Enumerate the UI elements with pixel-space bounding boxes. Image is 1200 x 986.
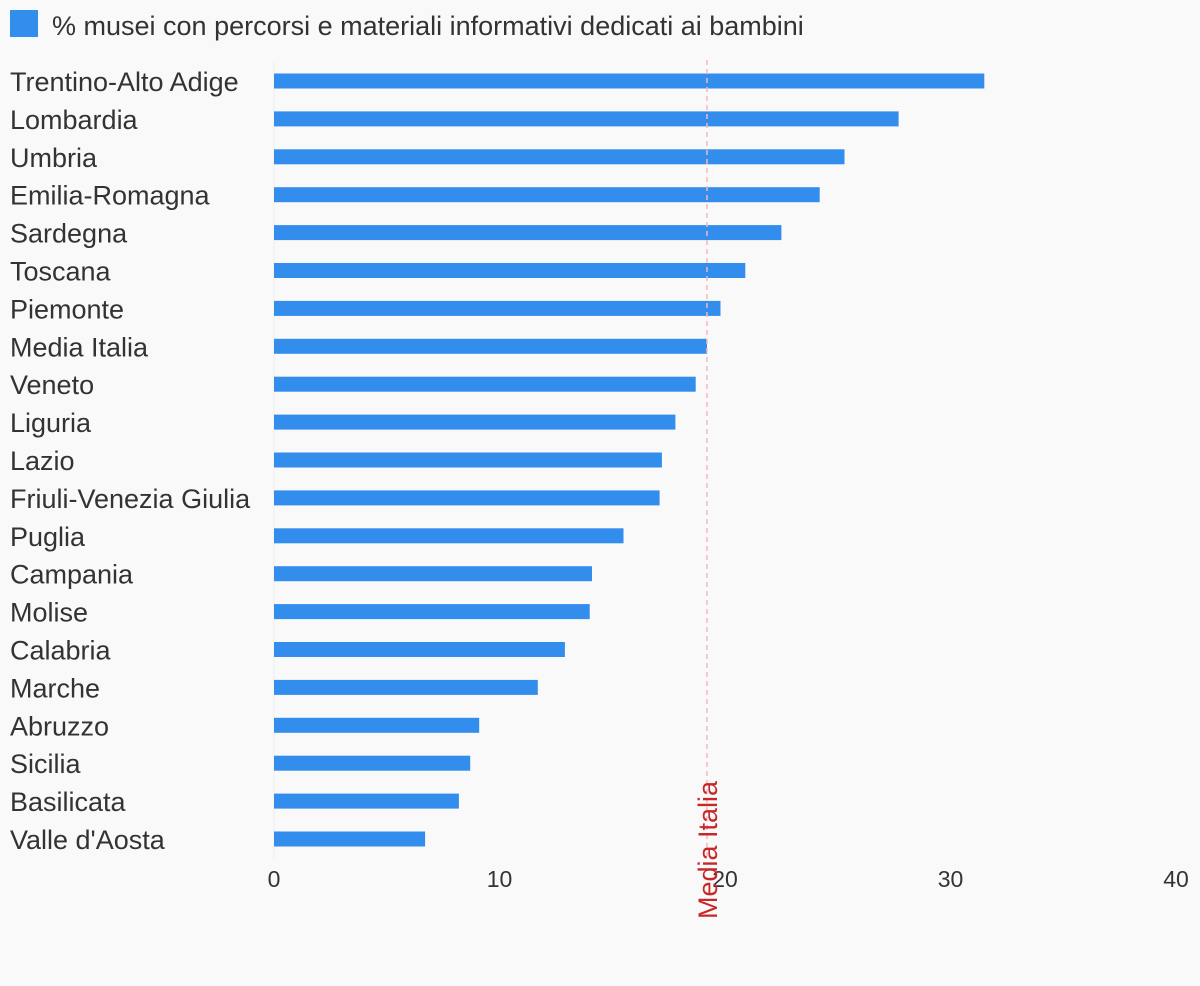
- category-label: Lazio: [10, 446, 75, 476]
- bar: [274, 338, 707, 354]
- category-label: Abruzzo: [10, 711, 109, 741]
- category-label: Trentino-Alto Adige: [10, 67, 239, 97]
- x-tick-label: 40: [1163, 866, 1189, 892]
- bar: [274, 793, 459, 809]
- category-label: Valle d'Aosta: [10, 825, 166, 855]
- category-label: Toscana: [10, 257, 112, 287]
- bar: [274, 679, 538, 695]
- x-tick-label: 30: [938, 866, 964, 892]
- category-label: Emilia-Romagna: [10, 181, 211, 211]
- category-label: Friuli-Venezia Giulia: [10, 484, 251, 514]
- category-label: Piemonte: [10, 294, 124, 324]
- bar: [274, 149, 845, 165]
- x-tick-label: 10: [487, 866, 513, 892]
- category-label: Sardegna: [10, 219, 128, 249]
- category-label: Umbria: [10, 143, 98, 173]
- legend-label: % musei con percorsi e materiali informa…: [52, 11, 804, 41]
- bar: [274, 376, 696, 392]
- category-label: Molise: [10, 598, 88, 628]
- bar: [274, 300, 721, 316]
- category-label: Basilicata: [10, 787, 127, 817]
- bar: [274, 566, 592, 582]
- bar: [274, 225, 782, 241]
- bar: [274, 490, 660, 506]
- x-tick-label: 0: [268, 866, 281, 892]
- bar: [274, 111, 899, 127]
- bar: [274, 604, 590, 620]
- category-label: Lombardia: [10, 105, 139, 135]
- bar: [274, 717, 480, 733]
- category-label: Sicilia: [10, 749, 82, 779]
- category-label: Puglia: [10, 522, 86, 552]
- bar: [274, 187, 820, 203]
- bar: [274, 831, 426, 847]
- bar: [274, 528, 624, 544]
- category-label: Liguria: [10, 408, 92, 438]
- category-label: Marche: [10, 673, 100, 703]
- category-label: Veneto: [10, 370, 94, 400]
- bar: [274, 263, 746, 278]
- bar: [274, 755, 471, 771]
- x-tick-label: 20: [712, 866, 738, 892]
- category-label-highlight: Media Italia: [10, 332, 149, 362]
- bar: [274, 452, 662, 468]
- bar: [274, 73, 985, 89]
- category-label: Campania: [10, 560, 134, 590]
- legend-swatch: [10, 10, 38, 37]
- reference-line-label: Media Italia: [693, 780, 723, 919]
- category-label: Calabria: [10, 636, 112, 666]
- bar: [274, 414, 676, 430]
- bar: [274, 642, 565, 657]
